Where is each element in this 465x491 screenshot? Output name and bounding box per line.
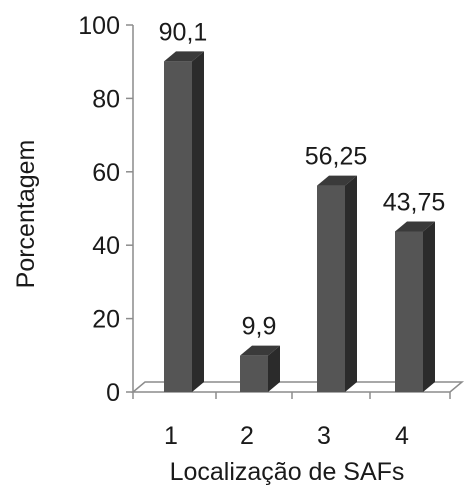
data-labels: 90,1 9,9 56,25 43,75 [159, 18, 446, 340]
bar-side-face [423, 221, 435, 392]
data-label-4: 43,75 [383, 188, 446, 216]
y-tick-label: 0 [106, 379, 120, 407]
bars [164, 51, 435, 392]
y-tick-label: 20 [92, 306, 120, 334]
bar-2 [240, 345, 280, 392]
bar-front-face [317, 185, 345, 392]
y-axis-title: Porcentagem [12, 140, 40, 289]
bar-front-face [164, 61, 192, 392]
x-axis-ticks: 1 2 3 4 [132, 392, 451, 450]
bar-side-face [192, 51, 204, 392]
data-label-2: 9,9 [242, 313, 277, 341]
bar-top-face [317, 175, 357, 186]
x-axis-title: Localização de SAFs [170, 458, 405, 486]
y-tick-label: 100 [78, 12, 120, 40]
y-tick-label: 60 [92, 159, 120, 187]
x-tick-label: 4 [395, 422, 409, 450]
bar-front-face [240, 355, 268, 392]
bar-front-face [395, 231, 423, 392]
bar-side-face [268, 345, 280, 392]
bar-3 [317, 175, 357, 392]
bar-side-face [345, 175, 357, 392]
data-label-3: 56,25 [305, 143, 368, 171]
y-tick-label: 80 [92, 85, 120, 113]
y-tick-label: 40 [92, 232, 120, 260]
x-tick-label: 2 [240, 422, 254, 450]
y-axis: 0 20 40 60 80 100 [78, 12, 134, 407]
x-tick-label: 3 [317, 422, 331, 450]
bar-4 [395, 221, 435, 392]
data-label-1: 90,1 [159, 18, 208, 46]
bar-top-face [240, 345, 280, 356]
bar-top-face [164, 51, 204, 62]
x-tick-label: 1 [164, 422, 178, 450]
bar-top-face [395, 221, 435, 232]
bar-1 [164, 51, 204, 392]
